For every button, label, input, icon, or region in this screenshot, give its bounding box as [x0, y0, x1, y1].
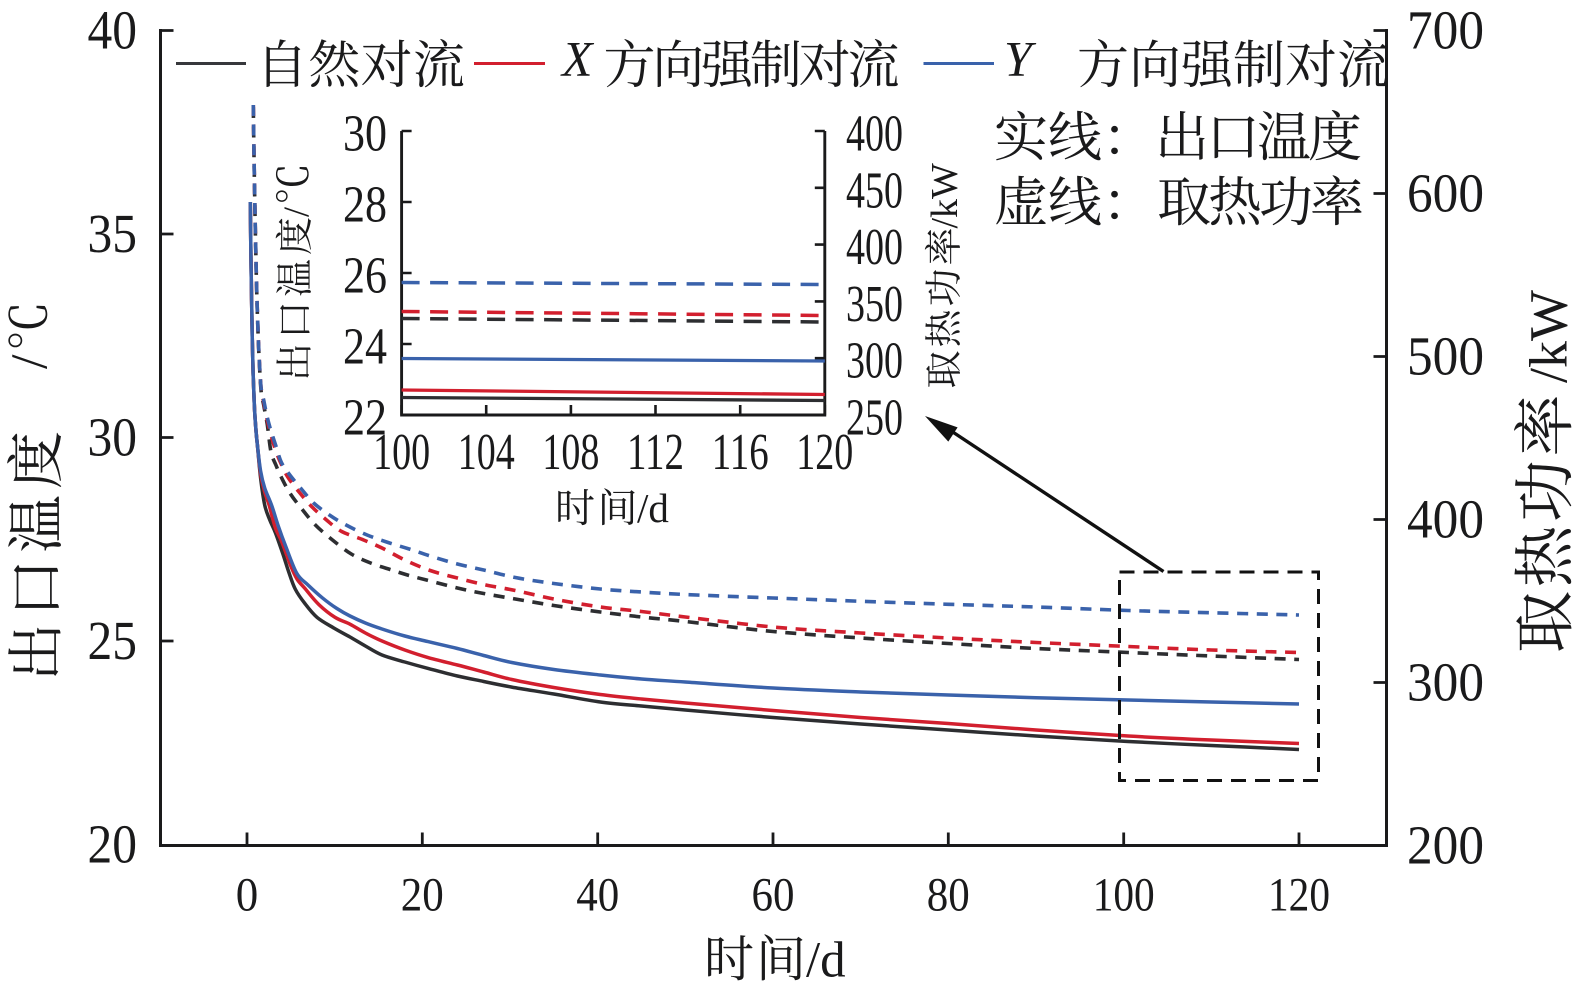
svg-text:30: 30: [88, 407, 138, 468]
svg-text:40: 40: [576, 869, 619, 922]
svg-text:250: 250: [846, 390, 903, 447]
svg-text:450: 450: [846, 162, 903, 219]
svg-text:35: 35: [88, 203, 138, 264]
svg-text:40: 40: [88, 0, 138, 61]
svg-text:80: 80: [927, 869, 970, 922]
svg-text:/: /: [2, 354, 59, 369]
svg-text:120: 120: [1268, 869, 1330, 922]
svg-text:0: 0: [236, 869, 259, 922]
svg-text:108: 108: [542, 424, 599, 481]
svg-text:/: /: [276, 207, 316, 217]
svg-text:120: 120: [796, 424, 853, 481]
svg-text:300: 300: [846, 333, 903, 390]
svg-text:100: 100: [1093, 869, 1155, 922]
svg-text:104: 104: [458, 424, 515, 481]
svg-text:60: 60: [752, 869, 795, 922]
svg-text:X: X: [560, 31, 595, 87]
svg-text:24: 24: [343, 319, 387, 376]
svg-text:/d: /d: [806, 933, 846, 989]
svg-text:/kW: /kW: [1519, 290, 1575, 383]
svg-text:20: 20: [88, 814, 138, 875]
svg-text:/d: /d: [637, 485, 669, 531]
svg-text:700: 700: [1407, 0, 1484, 61]
svg-text:Y: Y: [1004, 31, 1037, 87]
svg-text:25: 25: [88, 610, 138, 671]
svg-text:26: 26: [343, 248, 387, 305]
svg-text:/kW: /kW: [924, 163, 966, 229]
svg-text:22: 22: [343, 390, 387, 447]
svg-text:600: 600: [1407, 163, 1484, 224]
svg-text:350: 350: [846, 276, 903, 333]
svg-text:30: 30: [343, 106, 387, 163]
svg-text:300: 300: [1407, 652, 1484, 713]
svg-text:500: 500: [1407, 326, 1484, 387]
svg-text:112: 112: [627, 424, 684, 481]
svg-text:100: 100: [373, 424, 430, 481]
svg-text:116: 116: [712, 424, 769, 481]
svg-text:20: 20: [401, 869, 444, 922]
svg-text:400: 400: [846, 106, 903, 163]
svg-text:28: 28: [343, 177, 387, 234]
svg-text:400: 400: [846, 219, 903, 276]
svg-text:400: 400: [1407, 489, 1484, 550]
svg-text:200: 200: [1407, 815, 1484, 876]
